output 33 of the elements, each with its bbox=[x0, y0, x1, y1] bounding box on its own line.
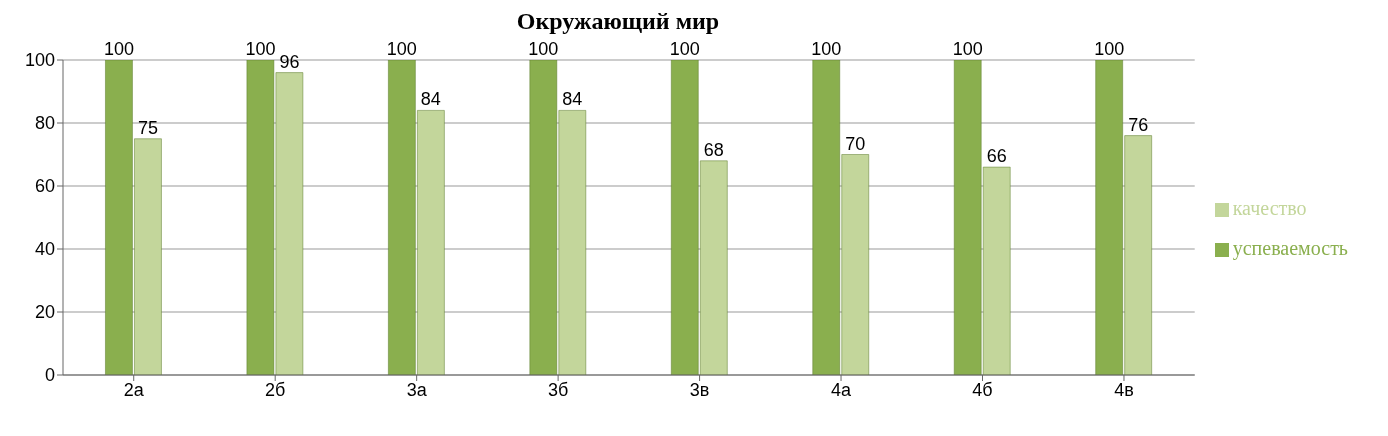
x-tick-label: 2б bbox=[265, 379, 286, 400]
data-label: 100 bbox=[952, 39, 983, 59]
data-label: 75 bbox=[137, 117, 158, 138]
data-label: 100 bbox=[386, 39, 417, 59]
data-label: 100 bbox=[528, 39, 559, 59]
legend-label: успеваемость bbox=[1232, 236, 1348, 259]
data-label: 100 bbox=[811, 39, 842, 59]
x-tick-label: 4в bbox=[1114, 379, 1134, 400]
x-tick-label: 4б bbox=[972, 379, 993, 400]
data-label: 84 bbox=[562, 89, 583, 110]
legend-label: качество bbox=[1232, 196, 1307, 219]
x-tick-label: 4а bbox=[831, 379, 853, 400]
y-tick-label: 80 bbox=[34, 113, 55, 134]
x-tick-label: 3б bbox=[547, 379, 569, 400]
x-tick-label: 2а bbox=[123, 379, 145, 400]
y-tick-label: 0 bbox=[44, 365, 55, 386]
data-label: 66 bbox=[986, 146, 1007, 167]
data-label: 100 bbox=[245, 39, 276, 59]
data-label: 96 bbox=[279, 51, 300, 72]
y-tick-label: 40 bbox=[34, 239, 55, 260]
data-label: 84 bbox=[420, 89, 441, 110]
x-tick-label: 3а bbox=[406, 379, 428, 400]
y-tick-label: 100 bbox=[24, 50, 55, 71]
x-tick-label: 3в bbox=[689, 379, 710, 400]
data-label: 100 bbox=[669, 39, 700, 59]
y-tick-label: 60 bbox=[34, 176, 55, 197]
chart-title: Окружающий мир bbox=[515, 8, 721, 35]
data-label: 70 bbox=[845, 133, 866, 154]
data-label: 100 bbox=[103, 39, 134, 59]
data-label: 76 bbox=[1128, 114, 1149, 135]
data-label: 100 bbox=[1094, 39, 1125, 59]
data-label: 68 bbox=[703, 139, 724, 160]
y-tick-label: 20 bbox=[34, 302, 55, 323]
